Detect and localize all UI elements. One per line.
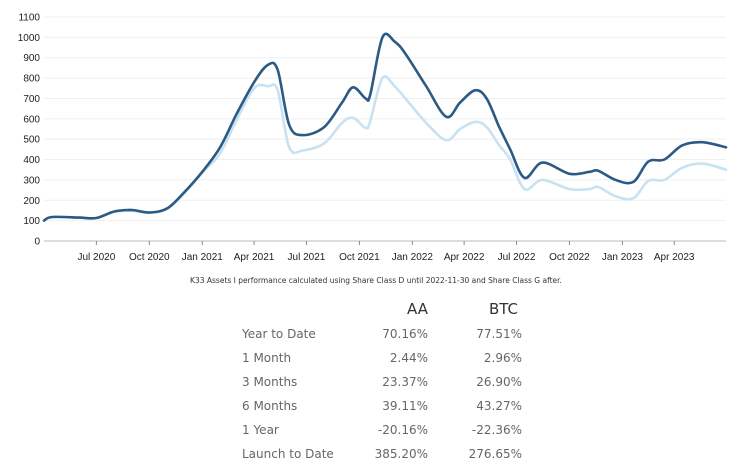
performance-table: AA BTC Year to Date 70.16% 77.51% 1 Mont… [236, 296, 522, 466]
x-axis: Jul 2020 Oct 2020 Jan 2021 Apr 2021 Jul 2021… [44, 240, 726, 263]
x-tick-label: Oct 2021 [339, 252, 380, 263]
row-label: Year to Date [242, 327, 316, 341]
y-tick-label: 700 [23, 94, 40, 105]
row-label: Launch to Date [242, 447, 334, 461]
row-aa-value: 385.20% [374, 447, 428, 461]
chart-caption: K33 Assets I performance calculated usin… [190, 276, 562, 285]
grid-lines [44, 16, 726, 222]
row-aa-value: 70.16% [382, 327, 428, 341]
x-tick-label: Apr 2021 [234, 252, 275, 263]
row-btc-value: 26.90% [476, 375, 522, 389]
row-label: 1 Month [242, 351, 292, 365]
row-aa-value: 39.11% [382, 399, 428, 413]
y-tick-label: 500 [23, 135, 40, 146]
table-row: 3 Months 23.37% 26.90% [236, 370, 522, 394]
row-btc-value: 2.96% [483, 351, 522, 365]
y-tick-label: 300 [23, 175, 40, 186]
series-lines [42, 32, 728, 222]
y-tick-label: 0 [34, 237, 40, 248]
row-label: 6 Months [242, 399, 298, 413]
table-row: Year to Date 70.16% 77.51% [236, 322, 522, 346]
y-tick-label: 1100 [18, 13, 40, 24]
x-tick-label: Apr 2022 [444, 252, 485, 263]
table-row: 6 Months 39.11% 43.27% [236, 394, 522, 418]
table-row: 1 Month 2.44% 2.96% [236, 346, 522, 370]
table-row: Launch to Date 385.20% 276.65% [236, 442, 522, 466]
x-tick-label: Jan 2023 [602, 252, 644, 263]
table-header-row: AA BTC [236, 296, 522, 322]
y-tick-label: 200 [23, 196, 40, 207]
row-btc-value: 43.27% [476, 399, 522, 413]
header-aa: AA [407, 300, 428, 318]
y-tick-label: 100 [23, 216, 40, 227]
x-tick-label: Jan 2021 [182, 252, 224, 263]
row-btc-value: 77.51% [476, 327, 522, 341]
x-tick-label: Jul 2022 [498, 252, 536, 263]
row-aa-value: -20.16% [377, 423, 428, 437]
y-tick-label: 800 [23, 74, 40, 85]
table-row: 1 Year -20.16% -22.36% [236, 418, 522, 442]
row-btc-value: 276.65% [468, 447, 522, 461]
row-label: 3 Months [242, 375, 298, 389]
performance-chart: 0 100 200 300 400 500 600 700 800 900 1000 1100 Jul… [18, 13, 728, 263]
series-line-0 [42, 32, 728, 222]
y-tick-label: 600 [23, 114, 40, 125]
x-tick-label: Jan 2022 [392, 252, 434, 263]
y-tick-label: 900 [23, 53, 40, 64]
x-tick-label: Apr 2023 [654, 252, 695, 263]
y-axis: 0 100 200 300 400 500 600 700 800 900 1000 1100 [18, 13, 41, 248]
x-tick-label: Oct 2022 [549, 252, 590, 263]
y-tick-label: 400 [23, 155, 40, 166]
x-tick-label: Jul 2021 [288, 252, 326, 263]
x-tick-label: Oct 2020 [129, 252, 170, 263]
row-label: 1 Year [242, 423, 279, 437]
header-btc: BTC [488, 300, 518, 318]
row-btc-value: -22.36% [471, 423, 522, 437]
row-aa-value: 23.37% [382, 375, 428, 389]
row-aa-value: 2.44% [389, 351, 428, 365]
y-tick-label: 1000 [18, 33, 41, 44]
header-blank [236, 296, 362, 322]
x-tick-label: Jul 2020 [77, 252, 115, 263]
